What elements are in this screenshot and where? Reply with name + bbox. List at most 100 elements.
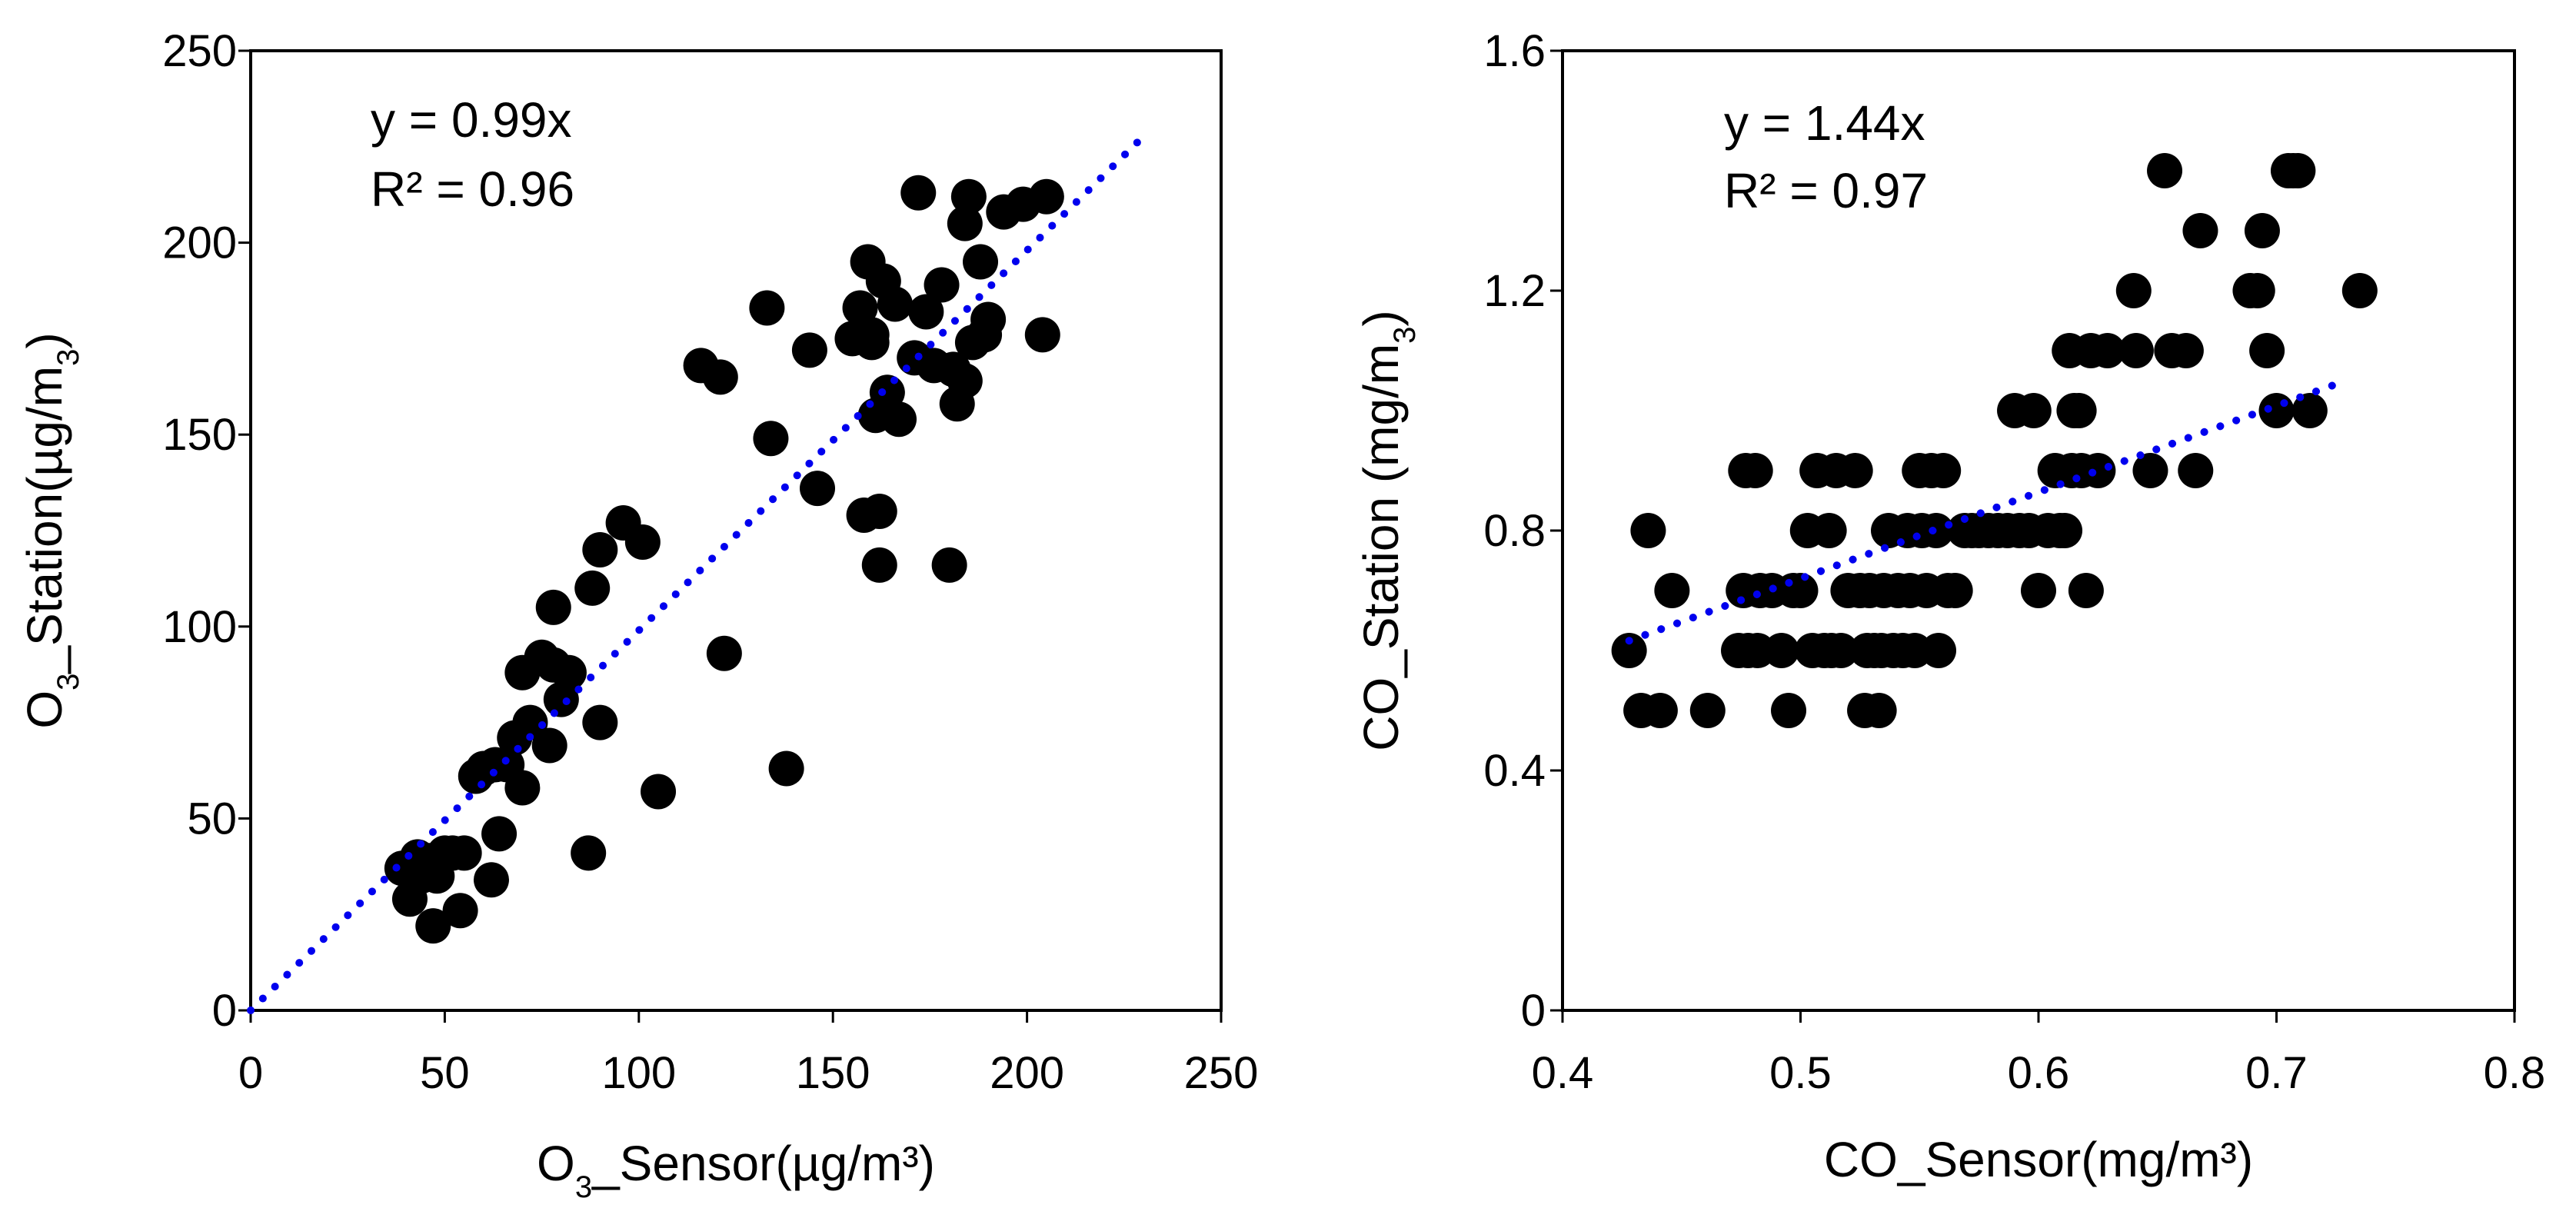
co-regression-equation: y = 1.44x <box>1724 95 1925 151</box>
co-data-point <box>2147 153 2183 188</box>
label-part: CO_Sensor(mg/m³) <box>1824 1132 2253 1187</box>
co-data-point <box>1921 633 1957 668</box>
co-data-point <box>2061 393 2097 428</box>
o3-data-point <box>706 635 742 671</box>
o3-data-point <box>624 524 661 560</box>
co-x-tick-label: 0.5 <box>1769 1048 1832 1098</box>
label-part: ) <box>17 332 72 348</box>
co-data-point <box>2249 333 2285 368</box>
label-part: O <box>17 691 72 729</box>
o3-data-point <box>931 547 967 583</box>
label-part: 3 <box>575 1170 592 1204</box>
co-y-axis-label: CO_Station (mg/m3) <box>1353 310 1422 751</box>
o3-y-axis-label: O3_Station(µg/m3) <box>17 332 85 728</box>
o3-data-point <box>970 301 1007 338</box>
label-part: O <box>537 1136 575 1191</box>
o3-data-point <box>791 332 827 368</box>
o3-data-point <box>571 835 607 871</box>
label-part: _Station(µg/m <box>17 366 72 674</box>
o3-data-point <box>749 290 785 326</box>
o3-data-point <box>415 908 451 944</box>
o3-y-tick-label: 200 <box>162 218 237 268</box>
co-data-point <box>2341 273 2378 308</box>
co-data-point <box>2015 393 2052 428</box>
o3-data-point <box>881 401 917 438</box>
co-data-point <box>2182 213 2218 248</box>
o3-data-point <box>900 175 937 211</box>
o3-data-point <box>908 294 944 330</box>
label-part: CO_Station (mg/m <box>1353 344 1409 751</box>
o3-data-point <box>768 750 804 787</box>
o3-data-point <box>473 862 509 898</box>
co-data-point <box>2047 513 2083 548</box>
co-data-point <box>2080 453 2116 488</box>
o3-data-point <box>582 531 618 567</box>
co-data-point <box>2280 153 2316 188</box>
co-r-squared: R² = 0.97 <box>1724 163 1928 218</box>
o3-data-point <box>842 290 878 326</box>
co-data-point <box>1937 573 1973 608</box>
co-data-point <box>1737 453 1773 488</box>
co-data-point <box>2115 273 2152 308</box>
o3-y-tick-label: 250 <box>162 26 237 76</box>
o3-data-point <box>800 471 836 507</box>
o3-plot-frame <box>249 49 1223 1012</box>
o3-x-tick-label: 0 <box>238 1048 263 1098</box>
co-data-point <box>2239 273 2275 308</box>
co-data-point <box>2089 333 2125 368</box>
co-data-point <box>1861 693 1897 728</box>
co-data-point <box>2258 393 2295 428</box>
co-data-point <box>1811 513 1847 548</box>
o3-data-point <box>641 774 677 810</box>
co-data-point <box>1611 633 1647 668</box>
co-data-point <box>2021 573 2056 608</box>
label-part: 3 <box>52 674 85 691</box>
co-data-point <box>1837 453 1873 488</box>
o3-y-tick-label: 100 <box>162 602 237 652</box>
o3-trendline <box>247 132 1148 1014</box>
o3-x-axis-label: O3_Sensor(µg/m³) <box>537 1136 935 1204</box>
co-x-tick-label: 0.4 <box>1532 1048 1594 1098</box>
co-y-tick-label: 0.8 <box>1483 506 1546 556</box>
co-y-tick-label: 0.4 <box>1483 746 1546 796</box>
o3-y-tick-label: 50 <box>187 794 237 844</box>
o3-x-tick-label: 50 <box>420 1048 470 1098</box>
o3-data-point <box>947 205 983 241</box>
o3-data-point <box>543 681 579 717</box>
o3-data-point <box>950 178 987 215</box>
co-x-tick-label: 0.8 <box>2484 1048 2546 1098</box>
o3-data-point <box>582 704 618 740</box>
o3-data-point <box>446 835 482 871</box>
co-data-point <box>2132 453 2168 488</box>
o3-data-point <box>442 893 478 929</box>
o3-x-tick-label: 150 <box>796 1048 870 1098</box>
co-data-point <box>1823 633 1859 668</box>
o3-data-point <box>753 421 789 457</box>
o3-data-point <box>481 816 518 852</box>
co-data-point <box>1642 693 1678 728</box>
co-y-tick-label: 0 <box>1521 986 1546 1036</box>
co-x-tick-label: 0.6 <box>2008 1048 2070 1098</box>
co-data-point <box>2244 213 2280 248</box>
o3-r-squared: R² = 0.96 <box>371 161 574 217</box>
o3-data-point <box>947 363 983 399</box>
o3-data-point <box>551 654 587 691</box>
co-data-point <box>1925 453 1962 488</box>
o3-data-point <box>1024 317 1060 353</box>
co-data-point <box>1630 513 1666 548</box>
o3-x-tick-label: 100 <box>601 1048 676 1098</box>
co-data-point <box>2168 333 2204 368</box>
co-data-point <box>1782 573 1819 608</box>
o3-x-tick-label: 200 <box>990 1048 1064 1098</box>
co-data-point <box>2291 393 2328 428</box>
co-data-point <box>2118 333 2154 368</box>
o3-y-tick-label: 0 <box>212 986 237 1036</box>
co-data-point <box>1654 573 1690 608</box>
label-part: 3 <box>1388 327 1422 344</box>
o3-x-tick-label: 250 <box>1184 1048 1259 1098</box>
label-part: 3 <box>52 349 85 366</box>
o3-data-point <box>854 324 890 361</box>
co-data-point <box>2178 453 2214 488</box>
o3-data-point <box>574 570 611 606</box>
